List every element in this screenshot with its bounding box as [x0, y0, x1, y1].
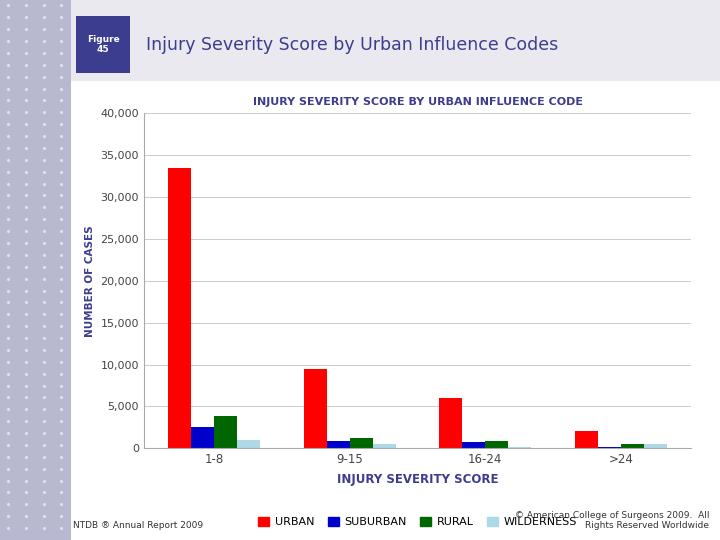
Bar	[462, 442, 485, 448]
Text: Injury Severity Score by Urban Influence Codes: Injury Severity Score by Urban Influence…	[146, 36, 559, 54]
Bar	[485, 441, 508, 448]
Bar	[304, 369, 327, 448]
Bar	[327, 441, 350, 448]
Bar	[238, 440, 261, 448]
Bar	[644, 444, 667, 448]
Bar	[168, 168, 192, 448]
Text: Figure
45: Figure 45	[87, 35, 120, 54]
Bar	[192, 427, 215, 448]
Text: © American College of Surgeons 2009.  All
Rights Reserved Worldwide: © American College of Surgeons 2009. All…	[515, 511, 709, 530]
Y-axis label: NUMBER OF CASES: NUMBER OF CASES	[85, 225, 95, 336]
Bar	[575, 431, 598, 448]
Title: INJURY SEVERITY SCORE BY URBAN INFLUENCE CODE: INJURY SEVERITY SCORE BY URBAN INFLUENCE…	[253, 97, 582, 107]
Bar	[350, 438, 373, 448]
Legend: URBAN, SUBURBAN, RURAL, WILDERNESS: URBAN, SUBURBAN, RURAL, WILDERNESS	[253, 512, 582, 532]
Text: NTDB ® Annual Report 2009: NTDB ® Annual Report 2009	[73, 521, 204, 530]
Bar	[373, 444, 396, 448]
Bar	[508, 447, 531, 448]
Bar	[598, 447, 621, 448]
Bar	[439, 398, 462, 448]
Bar	[215, 416, 238, 448]
X-axis label: INJURY SEVERITY SCORE: INJURY SEVERITY SCORE	[337, 473, 498, 486]
Bar	[621, 444, 644, 448]
